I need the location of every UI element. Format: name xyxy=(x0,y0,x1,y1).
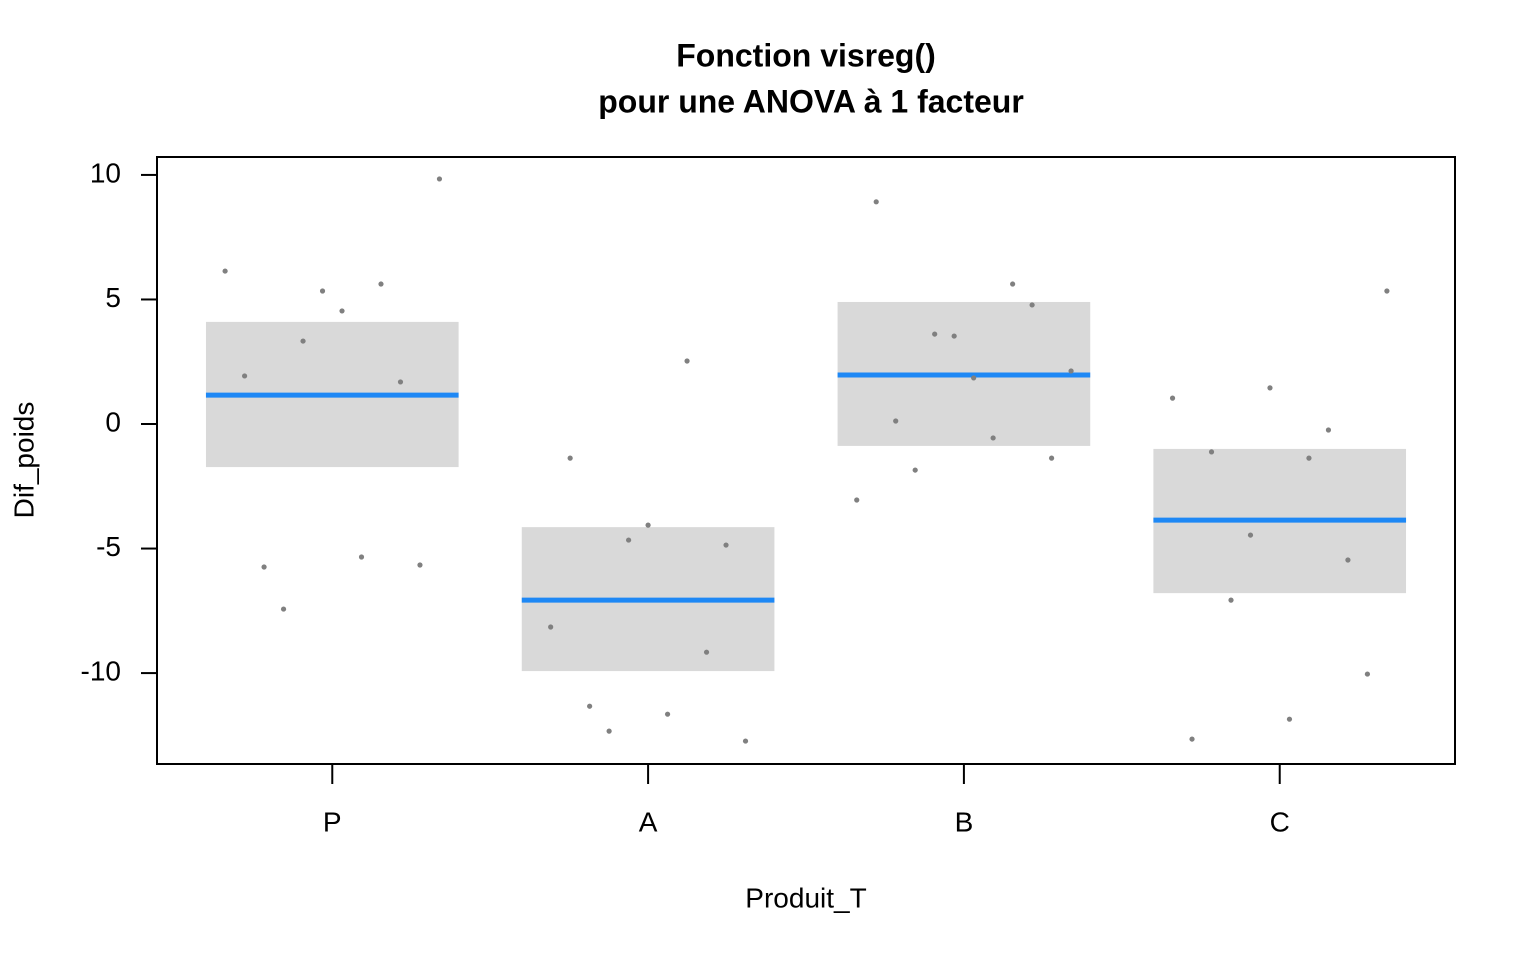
y-tick-label: -5 xyxy=(96,531,121,562)
data-point xyxy=(854,497,860,503)
data-point xyxy=(912,467,918,473)
data-point xyxy=(548,624,554,630)
data-point xyxy=(339,308,345,314)
data-point xyxy=(1267,385,1273,391)
data-point xyxy=(1364,671,1371,677)
data-point xyxy=(1247,532,1254,538)
data-point xyxy=(1325,427,1332,433)
data-point xyxy=(626,537,632,543)
data-point xyxy=(1048,455,1055,461)
data-point xyxy=(1189,736,1195,742)
data-point xyxy=(358,554,365,560)
data-point xyxy=(417,562,423,568)
data-point xyxy=(587,703,593,709)
y-tick-label: -10 xyxy=(81,655,121,686)
data-point xyxy=(723,542,729,548)
data-point xyxy=(241,373,248,379)
data-point xyxy=(1286,716,1293,722)
data-point xyxy=(873,199,879,205)
data-point xyxy=(397,379,404,385)
x-tick-label: P xyxy=(323,806,342,837)
data-point xyxy=(436,176,443,182)
data-point xyxy=(1029,302,1035,308)
data-point xyxy=(378,281,384,287)
data-point xyxy=(703,649,710,655)
chart-title: Fonction visreg() xyxy=(676,37,936,73)
y-tick-label: 5 xyxy=(105,282,121,313)
data-point xyxy=(1169,395,1176,401)
x-tick-label: A xyxy=(639,806,658,837)
data-point xyxy=(567,455,573,461)
data-point xyxy=(1068,368,1074,374)
data-point xyxy=(280,606,287,612)
data-point xyxy=(742,738,749,744)
x-axis-label: Produit_T xyxy=(745,882,866,913)
data-point xyxy=(261,564,267,570)
data-point xyxy=(300,338,306,344)
data-point xyxy=(1345,557,1351,563)
data-point xyxy=(645,522,651,528)
x-tick-label: C xyxy=(1270,806,1290,837)
data-point xyxy=(664,711,671,717)
chart-title: pour une ANOVA à 1 facteur xyxy=(598,83,1024,119)
data-point xyxy=(1228,597,1234,603)
data-point xyxy=(684,358,690,364)
plot-frame xyxy=(156,156,1456,765)
data-point xyxy=(971,375,977,381)
data-point xyxy=(951,333,957,339)
x-tick-label: B xyxy=(955,806,974,837)
y-axis-label: Dif_poids xyxy=(8,402,39,519)
data-point xyxy=(222,268,228,274)
data-point xyxy=(893,418,899,424)
data-point xyxy=(319,288,326,294)
data-point xyxy=(1306,455,1312,461)
data-point xyxy=(1010,281,1016,287)
data-point xyxy=(606,728,612,734)
data-point xyxy=(932,331,938,337)
data-point xyxy=(1208,449,1215,455)
data-point xyxy=(1384,288,1390,294)
y-tick-label: 0 xyxy=(105,406,121,437)
data-point xyxy=(990,435,996,441)
y-tick-label: 10 xyxy=(90,157,121,188)
